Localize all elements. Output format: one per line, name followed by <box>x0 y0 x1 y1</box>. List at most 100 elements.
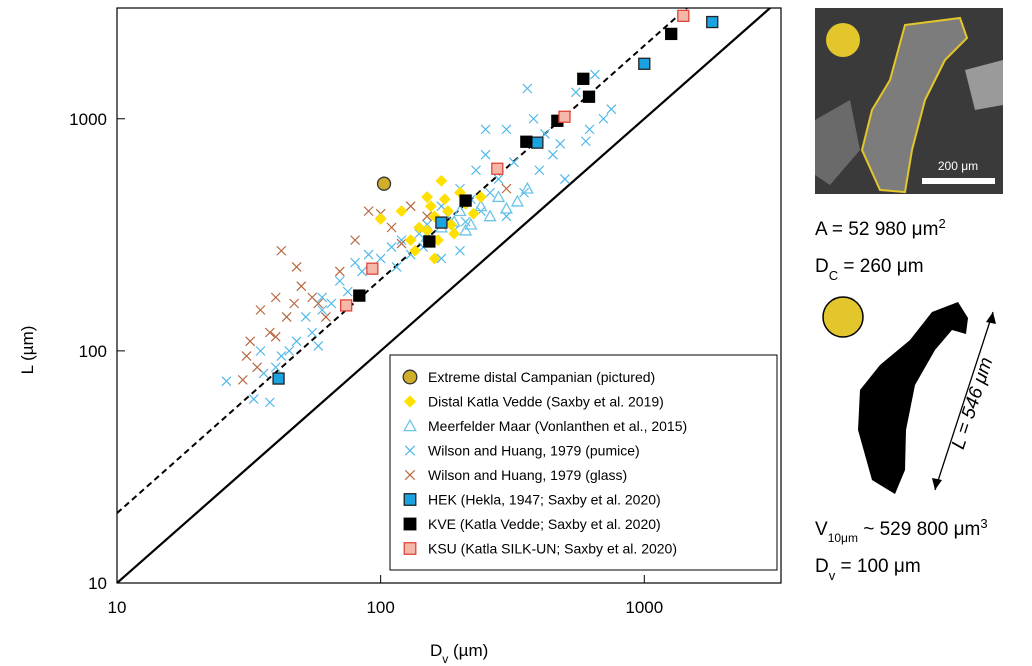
point <box>472 166 481 175</box>
point <box>265 328 274 337</box>
area-label: A = 52 980 μm2 <box>815 216 946 241</box>
point <box>460 195 471 206</box>
point <box>481 150 490 159</box>
point <box>253 363 262 372</box>
point <box>387 243 396 252</box>
point <box>318 293 327 302</box>
point <box>376 254 385 263</box>
point <box>449 229 459 239</box>
point <box>678 10 689 21</box>
point <box>535 166 544 175</box>
dv-main: D <box>815 556 829 577</box>
point <box>222 377 231 386</box>
volume-main: V <box>815 519 828 540</box>
point <box>290 299 299 308</box>
point <box>292 337 301 346</box>
point <box>578 73 589 84</box>
point <box>277 246 286 255</box>
point <box>509 158 518 167</box>
legend-label: Distal Katla Vedde (Saxby et al. 2019) <box>428 394 664 410</box>
point <box>502 125 511 134</box>
point <box>282 312 291 321</box>
legend-marker <box>404 494 416 506</box>
arrow-head <box>986 312 996 324</box>
point <box>397 206 407 216</box>
equivalent-circle <box>823 297 863 337</box>
point <box>378 177 391 190</box>
point <box>387 223 396 232</box>
point <box>273 373 284 384</box>
volume-label: V10μm ~ 529 800 μm3 <box>815 516 988 546</box>
figure: 101001000101001000Extreme distal Campani… <box>0 0 1032 666</box>
point <box>271 332 280 341</box>
point <box>238 375 247 384</box>
legend-label: Wilson and Huang, 1979 (pumice) <box>428 443 640 459</box>
point <box>581 137 590 146</box>
legend-marker <box>404 518 416 530</box>
dc-main: D <box>815 256 829 277</box>
point <box>422 192 432 202</box>
point <box>354 290 365 301</box>
point <box>358 267 367 276</box>
point <box>406 202 415 211</box>
area-text: A = 52 980 μm <box>815 219 938 240</box>
x-tick-label: 1000 <box>625 598 663 617</box>
point <box>256 346 265 355</box>
length-label: L = 546 μm <box>948 355 997 452</box>
x-label-rest: (µm) <box>448 641 488 660</box>
legend-marker <box>404 543 416 555</box>
point <box>443 206 453 216</box>
legend-label: Meerfelder Maar (Vonlanthen et al., 2015… <box>428 418 687 434</box>
point <box>571 88 580 97</box>
sem-circle <box>826 23 860 57</box>
point <box>297 282 306 291</box>
particle-silhouette <box>858 302 968 494</box>
point <box>485 211 496 221</box>
point <box>246 337 255 346</box>
point <box>327 299 336 308</box>
dc-label: DC = 260 μm <box>815 256 924 283</box>
x-tick-label: 100 <box>366 598 394 617</box>
y-tick-label: 10 <box>88 574 107 593</box>
point <box>529 114 538 123</box>
dv-label: Dv = 100 μm <box>815 556 921 583</box>
point <box>314 341 323 350</box>
point <box>335 276 344 285</box>
point <box>351 236 360 245</box>
scale-bar-label: 200 μm <box>938 159 978 173</box>
point <box>639 58 650 69</box>
point <box>242 352 251 361</box>
point <box>376 214 386 224</box>
point <box>548 150 557 159</box>
x-tick-label: 10 <box>108 598 127 617</box>
point <box>271 363 280 372</box>
dc-sub: C <box>829 268 838 283</box>
point <box>285 346 294 355</box>
legend-label: Wilson and Huang, 1979 (glass) <box>428 467 627 483</box>
point <box>341 300 352 311</box>
point <box>277 352 286 361</box>
point <box>521 136 532 147</box>
point <box>456 246 465 255</box>
point <box>440 194 450 204</box>
x-label-main: D <box>430 641 442 660</box>
point <box>301 312 310 321</box>
point <box>265 398 274 407</box>
point <box>406 235 416 245</box>
point <box>666 28 677 39</box>
point <box>343 287 352 296</box>
point <box>292 262 301 271</box>
point <box>364 207 373 216</box>
y-tick-label: 1000 <box>69 110 107 129</box>
point <box>607 105 616 114</box>
arrow-head <box>932 478 942 490</box>
point <box>585 125 594 134</box>
point <box>460 225 471 235</box>
point <box>308 328 317 337</box>
point <box>436 176 446 186</box>
point <box>426 201 436 211</box>
sem-image: 200 μm <box>815 8 1003 194</box>
point <box>502 184 511 193</box>
dv-rest: = 100 μm <box>835 556 920 577</box>
